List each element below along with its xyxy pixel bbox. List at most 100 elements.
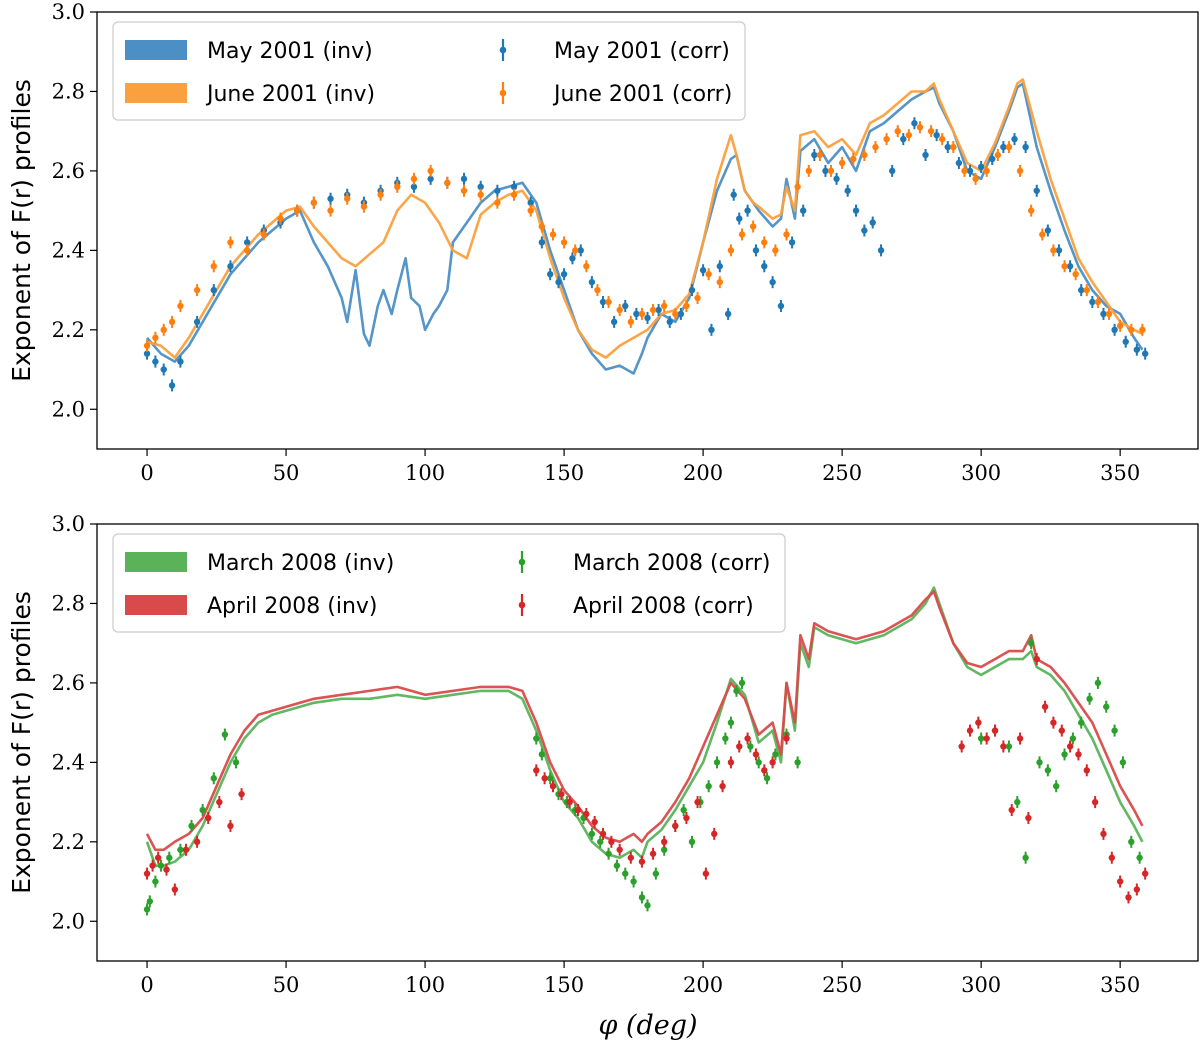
data-point: [227, 239, 234, 246]
data-point: [327, 207, 334, 214]
data-point: [660, 846, 668, 853]
data-point: [708, 326, 715, 334]
data-point: [344, 195, 351, 202]
legend: March 2008 (inv) April 2008 (inv) March 20…: [112, 533, 786, 633]
data-point: [660, 302, 668, 310]
data-point: [989, 155, 996, 163]
y-tick-label: 2.4: [52, 238, 85, 262]
data-point: [510, 191, 518, 198]
x-tick-label: 100: [405, 973, 445, 997]
data-point: [633, 310, 640, 318]
data-point: [1133, 886, 1141, 893]
data-point: [1022, 143, 1029, 151]
data-point: [905, 131, 913, 139]
data-point: [143, 870, 151, 877]
legend-box: [112, 21, 746, 121]
data-point: [1000, 143, 1007, 151]
data-point: [210, 263, 217, 270]
data-point: [558, 790, 565, 798]
legend-swatch: [125, 552, 187, 572]
data-point: [869, 219, 876, 226]
data-point: [1078, 719, 1085, 726]
data-point: [1005, 743, 1013, 750]
data-point: [727, 247, 735, 254]
data-point: [736, 743, 743, 750]
data-point: [744, 735, 751, 742]
x-tick-label: 250: [822, 461, 862, 485]
data-point: [794, 183, 801, 190]
data-point: [1000, 743, 1007, 750]
data-point: [761, 263, 768, 270]
data-point: [888, 167, 896, 175]
data-point: [713, 759, 721, 766]
data-point: [833, 175, 840, 183]
x-tick-label: 350: [1100, 461, 1140, 485]
data-point: [608, 838, 615, 846]
data-point: [177, 302, 184, 310]
data-point: [591, 818, 598, 826]
data-point: [1094, 679, 1102, 687]
data-point: [861, 151, 868, 159]
data-point: [1039, 231, 1046, 238]
data-point: [966, 727, 974, 734]
data-point: [238, 790, 245, 798]
data-point: [599, 830, 607, 838]
data-point: [1111, 326, 1118, 334]
data-point: [1033, 187, 1040, 194]
legend-marker: [518, 601, 526, 609]
data-point: [622, 870, 629, 877]
data-point: [1027, 639, 1035, 647]
legend: May 2001 (inv) June 2001 (inv) May 2001 (c…: [112, 21, 746, 121]
data-point: [716, 263, 723, 270]
data-point: [1100, 830, 1107, 838]
data-point: [227, 263, 234, 270]
legend-marker: [499, 89, 507, 97]
data-point: [763, 775, 771, 782]
data-point: [850, 155, 857, 163]
data-point: [752, 751, 760, 758]
data-point: [694, 294, 701, 302]
data-point: [630, 878, 637, 885]
data-point: [152, 334, 159, 341]
x-tick-label: 300: [961, 973, 1001, 997]
data-point: [171, 886, 179, 893]
data-point: [638, 894, 646, 901]
data-point: [761, 239, 768, 246]
x-tick-label: 150: [544, 461, 584, 485]
legend-item: June 2001 (corr): [499, 82, 732, 107]
data-point: [719, 783, 726, 790]
x-tick-label: 300: [961, 461, 1001, 485]
data-point: [955, 159, 963, 167]
data-point: [1027, 207, 1035, 214]
data-point: [494, 199, 501, 206]
y-tick-label: 2.2: [52, 830, 85, 854]
data-point: [154, 854, 162, 861]
data-point: [627, 854, 635, 861]
data-point: [588, 278, 596, 286]
data-point: [1141, 350, 1149, 357]
data-point: [555, 278, 562, 286]
data-point: [816, 151, 824, 159]
data-point: [277, 215, 284, 222]
data-point: [794, 759, 801, 766]
data-point: [527, 207, 534, 214]
legend-swatch: [125, 83, 187, 103]
data-point: [652, 870, 660, 877]
data-point: [769, 759, 776, 766]
data-point: [961, 167, 968, 175]
data-point: [243, 247, 251, 254]
data-point: [1055, 247, 1063, 254]
data-point: [188, 822, 195, 830]
data-point: [733, 687, 740, 695]
data-point: [772, 751, 779, 758]
x-tick-label: 200: [683, 973, 723, 997]
legend-marker: [499, 46, 507, 54]
data-point: [805, 167, 812, 175]
data-point: [727, 719, 735, 726]
legend-label: April 2008 (inv): [207, 594, 378, 619]
data-point: [755, 759, 762, 766]
data-point: [1086, 695, 1093, 702]
data-point: [143, 342, 151, 349]
legend-label: March 2008 (inv): [207, 551, 394, 576]
